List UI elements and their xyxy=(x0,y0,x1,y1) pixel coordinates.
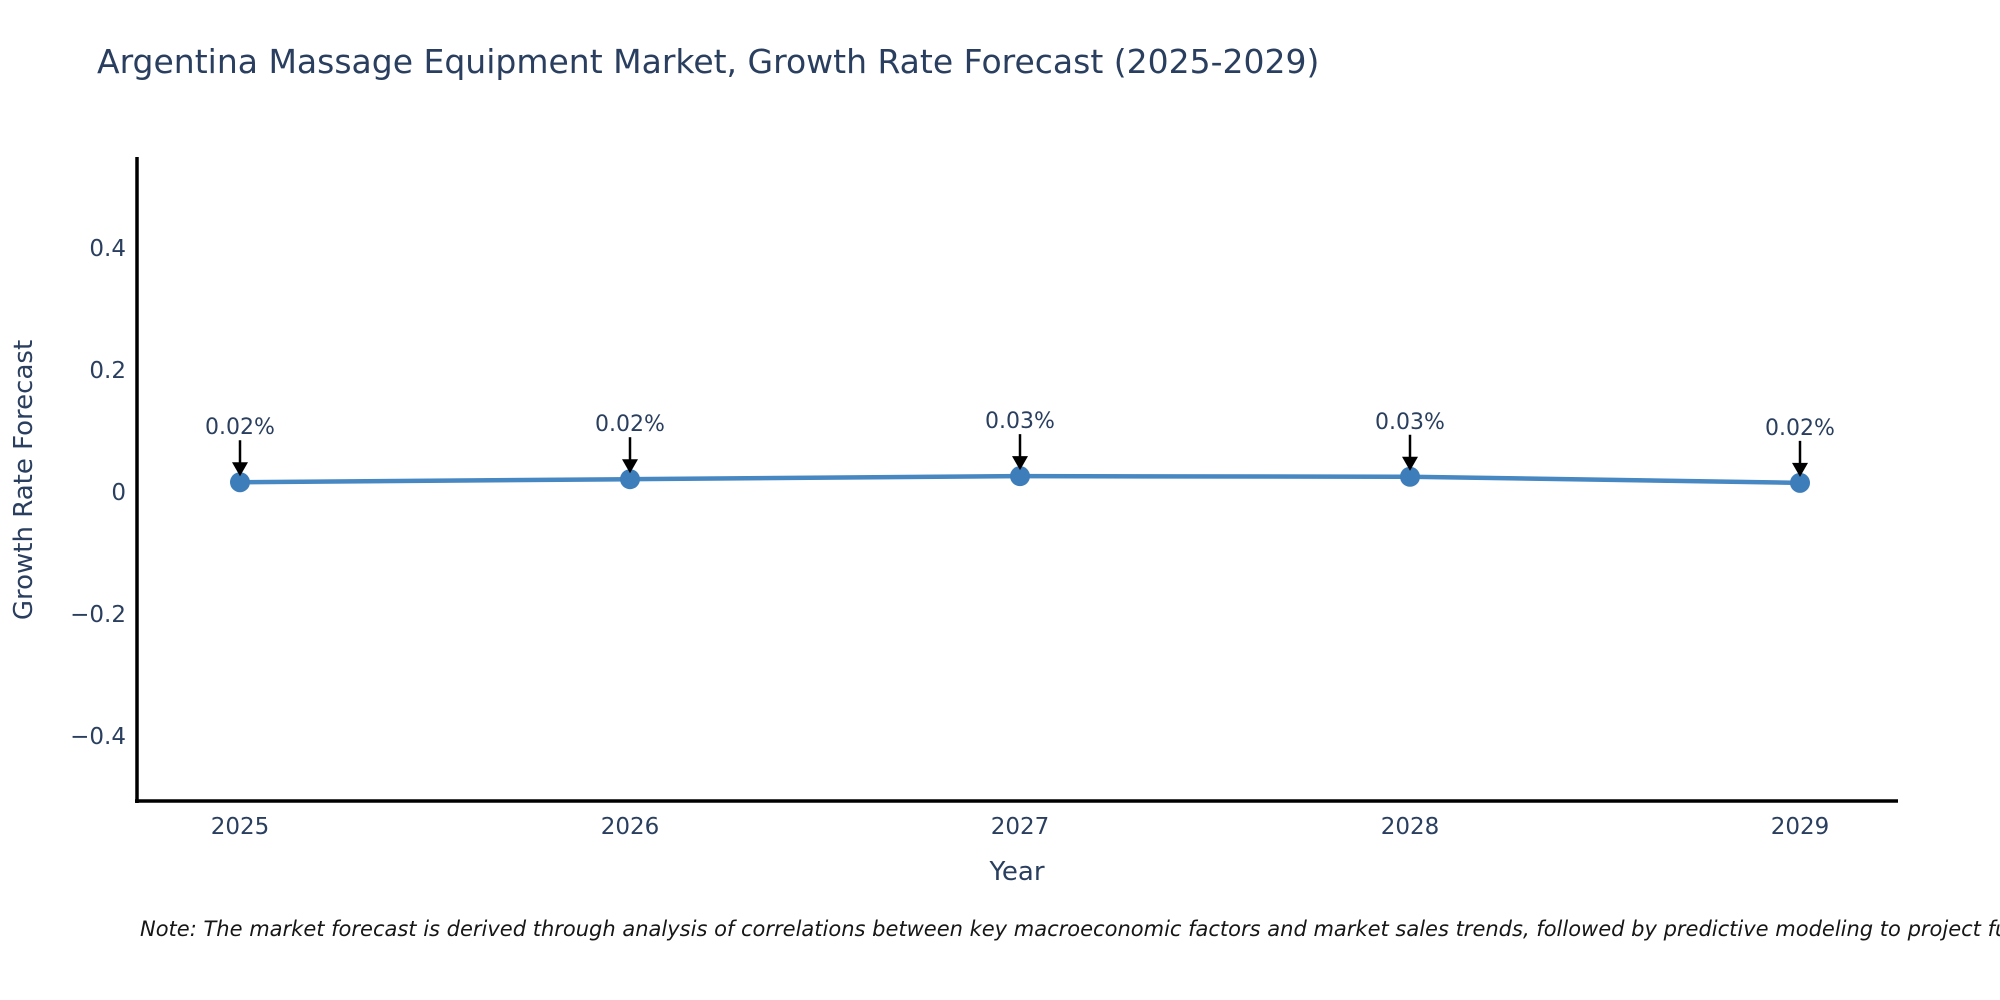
annotation-label: 0.02% xyxy=(205,415,275,440)
chart-layer: 0.4 0.2 0 −0.2 −0.4 2025 2026 2027 2028 2029 0.02%… xyxy=(70,157,1898,840)
annotation-arrow-head xyxy=(1792,462,1808,477)
chart-title: Argentina Massage Equipment Market, Grow… xyxy=(97,42,1320,81)
annotation-arrow-head xyxy=(1402,456,1418,471)
y-tick-label: 0 xyxy=(111,480,126,506)
x-tick-label: 2029 xyxy=(1771,814,1830,840)
data-point-marker xyxy=(620,469,640,490)
y-tick-label: 0.4 xyxy=(89,236,126,262)
y-axis-title: Growth Rate Forecast xyxy=(9,340,39,620)
annotation-label: 0.03% xyxy=(985,409,1055,434)
y-tick-label: −0.2 xyxy=(70,602,126,628)
data-point-marker xyxy=(1010,466,1030,487)
annotation-arrow-head xyxy=(232,462,248,477)
data-point-marker xyxy=(1790,472,1810,493)
y-tick-label: 0.2 xyxy=(89,358,126,384)
x-tick-label: 2028 xyxy=(1381,814,1440,840)
annotation-arrow-head xyxy=(622,459,638,474)
annotation-label: 0.03% xyxy=(1375,410,1445,435)
annotation-arrow-head xyxy=(1012,456,1028,471)
x-tick-label: 2025 xyxy=(211,814,270,840)
data-point-marker xyxy=(1400,466,1420,487)
annotation-label: 0.02% xyxy=(595,412,665,437)
data-point-marker xyxy=(230,472,250,493)
y-tick-label: −0.4 xyxy=(70,724,126,750)
x-tick-label: 2026 xyxy=(601,814,660,840)
annotation-label: 0.02% xyxy=(1765,416,1835,441)
x-tick-label: 2027 xyxy=(991,814,1050,840)
x-axis-title: Year xyxy=(988,857,1044,887)
footnote: Note: The market forecast is derived thr… xyxy=(140,917,2000,941)
